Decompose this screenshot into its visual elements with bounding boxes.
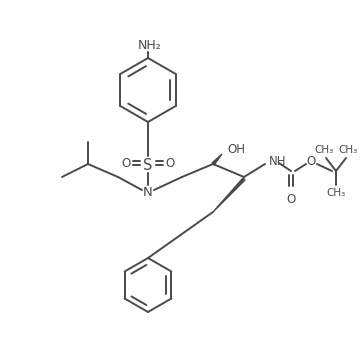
Text: OH: OH <box>227 143 245 156</box>
Polygon shape <box>212 154 222 165</box>
Text: O: O <box>306 154 316 167</box>
Polygon shape <box>213 178 245 212</box>
Text: N: N <box>143 185 153 198</box>
Text: CH₃: CH₃ <box>327 188 346 198</box>
Text: O: O <box>165 157 175 170</box>
Text: NH₂: NH₂ <box>138 39 162 51</box>
Text: CH₃: CH₃ <box>338 145 357 155</box>
Text: NH: NH <box>269 154 287 167</box>
Text: CH₃: CH₃ <box>314 145 334 155</box>
Text: O: O <box>121 157 131 170</box>
Text: O: O <box>286 193 296 206</box>
Text: S: S <box>143 158 153 172</box>
